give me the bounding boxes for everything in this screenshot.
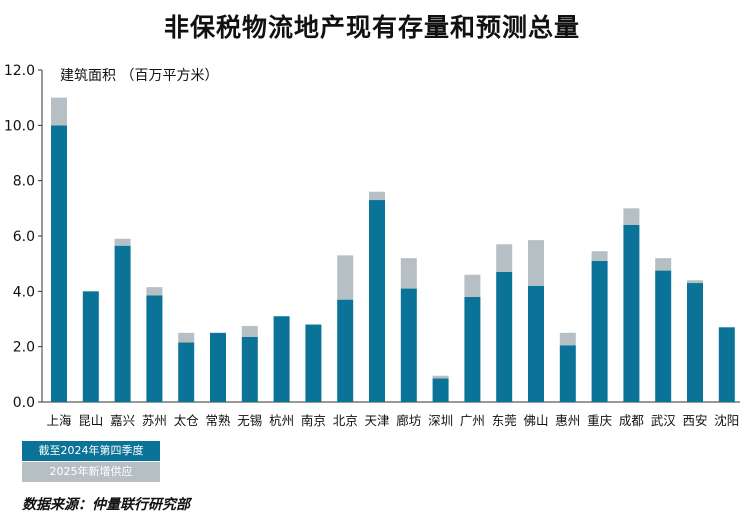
x-tick-label: 沈阳 <box>714 413 739 428</box>
bar-new-supply <box>591 251 608 261</box>
x-tick-label: 杭州 <box>269 413 294 428</box>
x-tick-label: 惠州 <box>555 413 580 428</box>
bar-new-supply <box>178 332 195 343</box>
x-tick-label: 深圳 <box>428 413 453 428</box>
y-tick-label: 8.0 <box>13 174 35 190</box>
bar-new-supply <box>146 287 163 296</box>
x-tick-label: 南京 <box>301 413 326 428</box>
bars <box>51 97 735 402</box>
x-tick-label: 无锡 <box>237 413 262 428</box>
bar-current-stock <box>528 285 544 402</box>
bar-current-stock <box>559 345 576 402</box>
bar-current-stock <box>146 295 163 402</box>
chart-title: 非保税物流地产现有存量和预测总量 <box>163 13 580 42</box>
x-tick-label: 天津 <box>364 413 389 428</box>
bar-current-stock <box>369 200 385 402</box>
bar-current-stock <box>687 283 703 402</box>
bar-chart: 0.0 2.0 4.0 6.0 8.0 10.0 12.0 上海 昆山 嘉兴 苏州 太仓 常熟 无锡 杭州… <box>4 63 740 428</box>
y-tick-label: 10.0 <box>4 118 35 134</box>
source-note: 数据来源：仲量联行研究部 <box>22 497 190 513</box>
bar-current-stock <box>591 260 608 402</box>
x-tick-label: 太仓 <box>174 413 200 428</box>
x-tick-label: 成都 <box>619 413 645 428</box>
bar-new-supply <box>432 375 449 379</box>
x-tick-label: 武汉 <box>651 413 677 428</box>
bar-current-stock <box>655 270 672 402</box>
y-tick-label: 6.0 <box>13 229 35 245</box>
bar-current-stock <box>718 327 735 402</box>
x-tick-label: 重庆 <box>587 413 613 428</box>
x-tick-label: 北京 <box>333 413 358 428</box>
bar-current-stock <box>210 332 226 402</box>
legend-entry-current-stock: 截至2024年第四季度 <box>22 441 160 461</box>
bar-new-supply <box>687 280 703 284</box>
bar-new-supply <box>559 332 576 346</box>
y-tick-label: 12.0 <box>4 63 35 79</box>
bar-new-supply <box>114 238 131 246</box>
bar-new-supply <box>51 97 67 126</box>
x-tick-label: 西安 <box>682 413 707 428</box>
y-axis-label: 建筑面积 （百万平方米） <box>60 68 218 84</box>
bar-current-stock <box>623 224 640 402</box>
x-tick-label: 广州 <box>460 413 485 428</box>
x-tick-label: 嘉兴 <box>110 413 135 428</box>
bar-current-stock <box>400 288 417 402</box>
bar-new-supply <box>655 258 672 271</box>
x-tick-label: 上海 <box>46 413 72 428</box>
x-tick-label: 苏州 <box>142 413 167 428</box>
x-tick-label: 昆山 <box>78 413 103 428</box>
bar-current-stock <box>82 291 99 402</box>
x-tick-label: 常熟 <box>205 413 231 428</box>
bar-current-stock <box>273 316 290 402</box>
x-tick-label: 佛山 <box>523 413 548 428</box>
bar-new-supply <box>623 208 640 225</box>
x-tick-label: 东莞 <box>492 413 517 428</box>
y-tick-label: 2.0 <box>13 340 35 356</box>
bar-current-stock <box>496 271 513 402</box>
x-axis-labels: 上海 昆山 嘉兴 苏州 太仓 常熟 无锡 杭州 南京 北京 天津 廊坊 深圳 广州 东莞 佛山 惠州 重庆 成都 武汉… <box>46 413 739 428</box>
bar-current-stock <box>178 342 195 402</box>
bar-current-stock <box>464 296 481 402</box>
y-tick-label: 4.0 <box>13 284 35 300</box>
bar-new-supply <box>528 240 544 286</box>
bar-current-stock <box>432 378 449 402</box>
bar-new-supply <box>496 244 513 272</box>
bar-current-stock <box>114 245 131 402</box>
bar-new-supply <box>337 255 354 300</box>
bar-current-stock <box>305 324 322 402</box>
legend-entry-new-supply-2025: 2025年新增供应 <box>22 462 160 482</box>
y-tick-label: 0.0 <box>13 395 35 411</box>
bar-current-stock <box>51 125 67 402</box>
bar-current-stock <box>337 299 354 402</box>
x-tick-label: 廊坊 <box>396 413 421 428</box>
bar-new-supply <box>241 325 258 337</box>
bar-new-supply <box>464 274 481 297</box>
bar-new-supply <box>369 191 385 201</box>
bar-current-stock <box>241 336 258 402</box>
bar-new-supply <box>400 258 417 289</box>
